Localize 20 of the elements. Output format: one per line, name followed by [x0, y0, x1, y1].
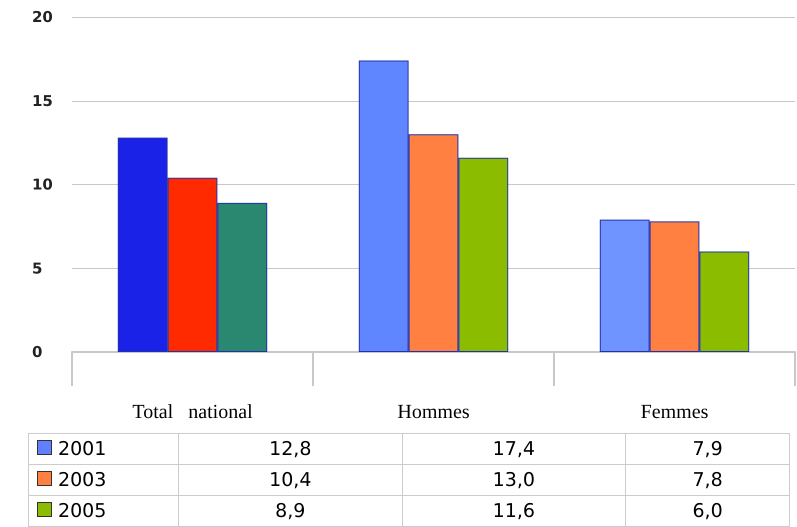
y-tick-label: 5 [32, 259, 42, 278]
data-label: 11,6 [402, 496, 626, 526]
data-label: 10,4 [178, 464, 402, 496]
data-label: 13,0 [402, 464, 626, 496]
legend-label: 2003 [28, 464, 178, 496]
y-tick-label: 0 [32, 343, 42, 361]
data-label: 8,9 [178, 496, 402, 526]
data-label: 12,8 [178, 434, 402, 464]
data-label: 7,9 [626, 434, 790, 464]
x-tick-label: Hommes [397, 401, 470, 423]
data-label: 17,4 [402, 434, 626, 464]
x-tick-label: Total national [132, 401, 254, 423]
y-tick-label: 10 [32, 176, 53, 194]
x-tick-label: Femmes [640, 401, 709, 423]
y-tick-label: 20 [32, 8, 53, 26]
data-label: 7,8 [626, 464, 790, 496]
data-label: 6,0 [626, 496, 790, 526]
legend-label: 2001 [28, 434, 178, 464]
legend-label: 2005 [28, 496, 178, 526]
y-tick-label: 15 [32, 92, 53, 110]
